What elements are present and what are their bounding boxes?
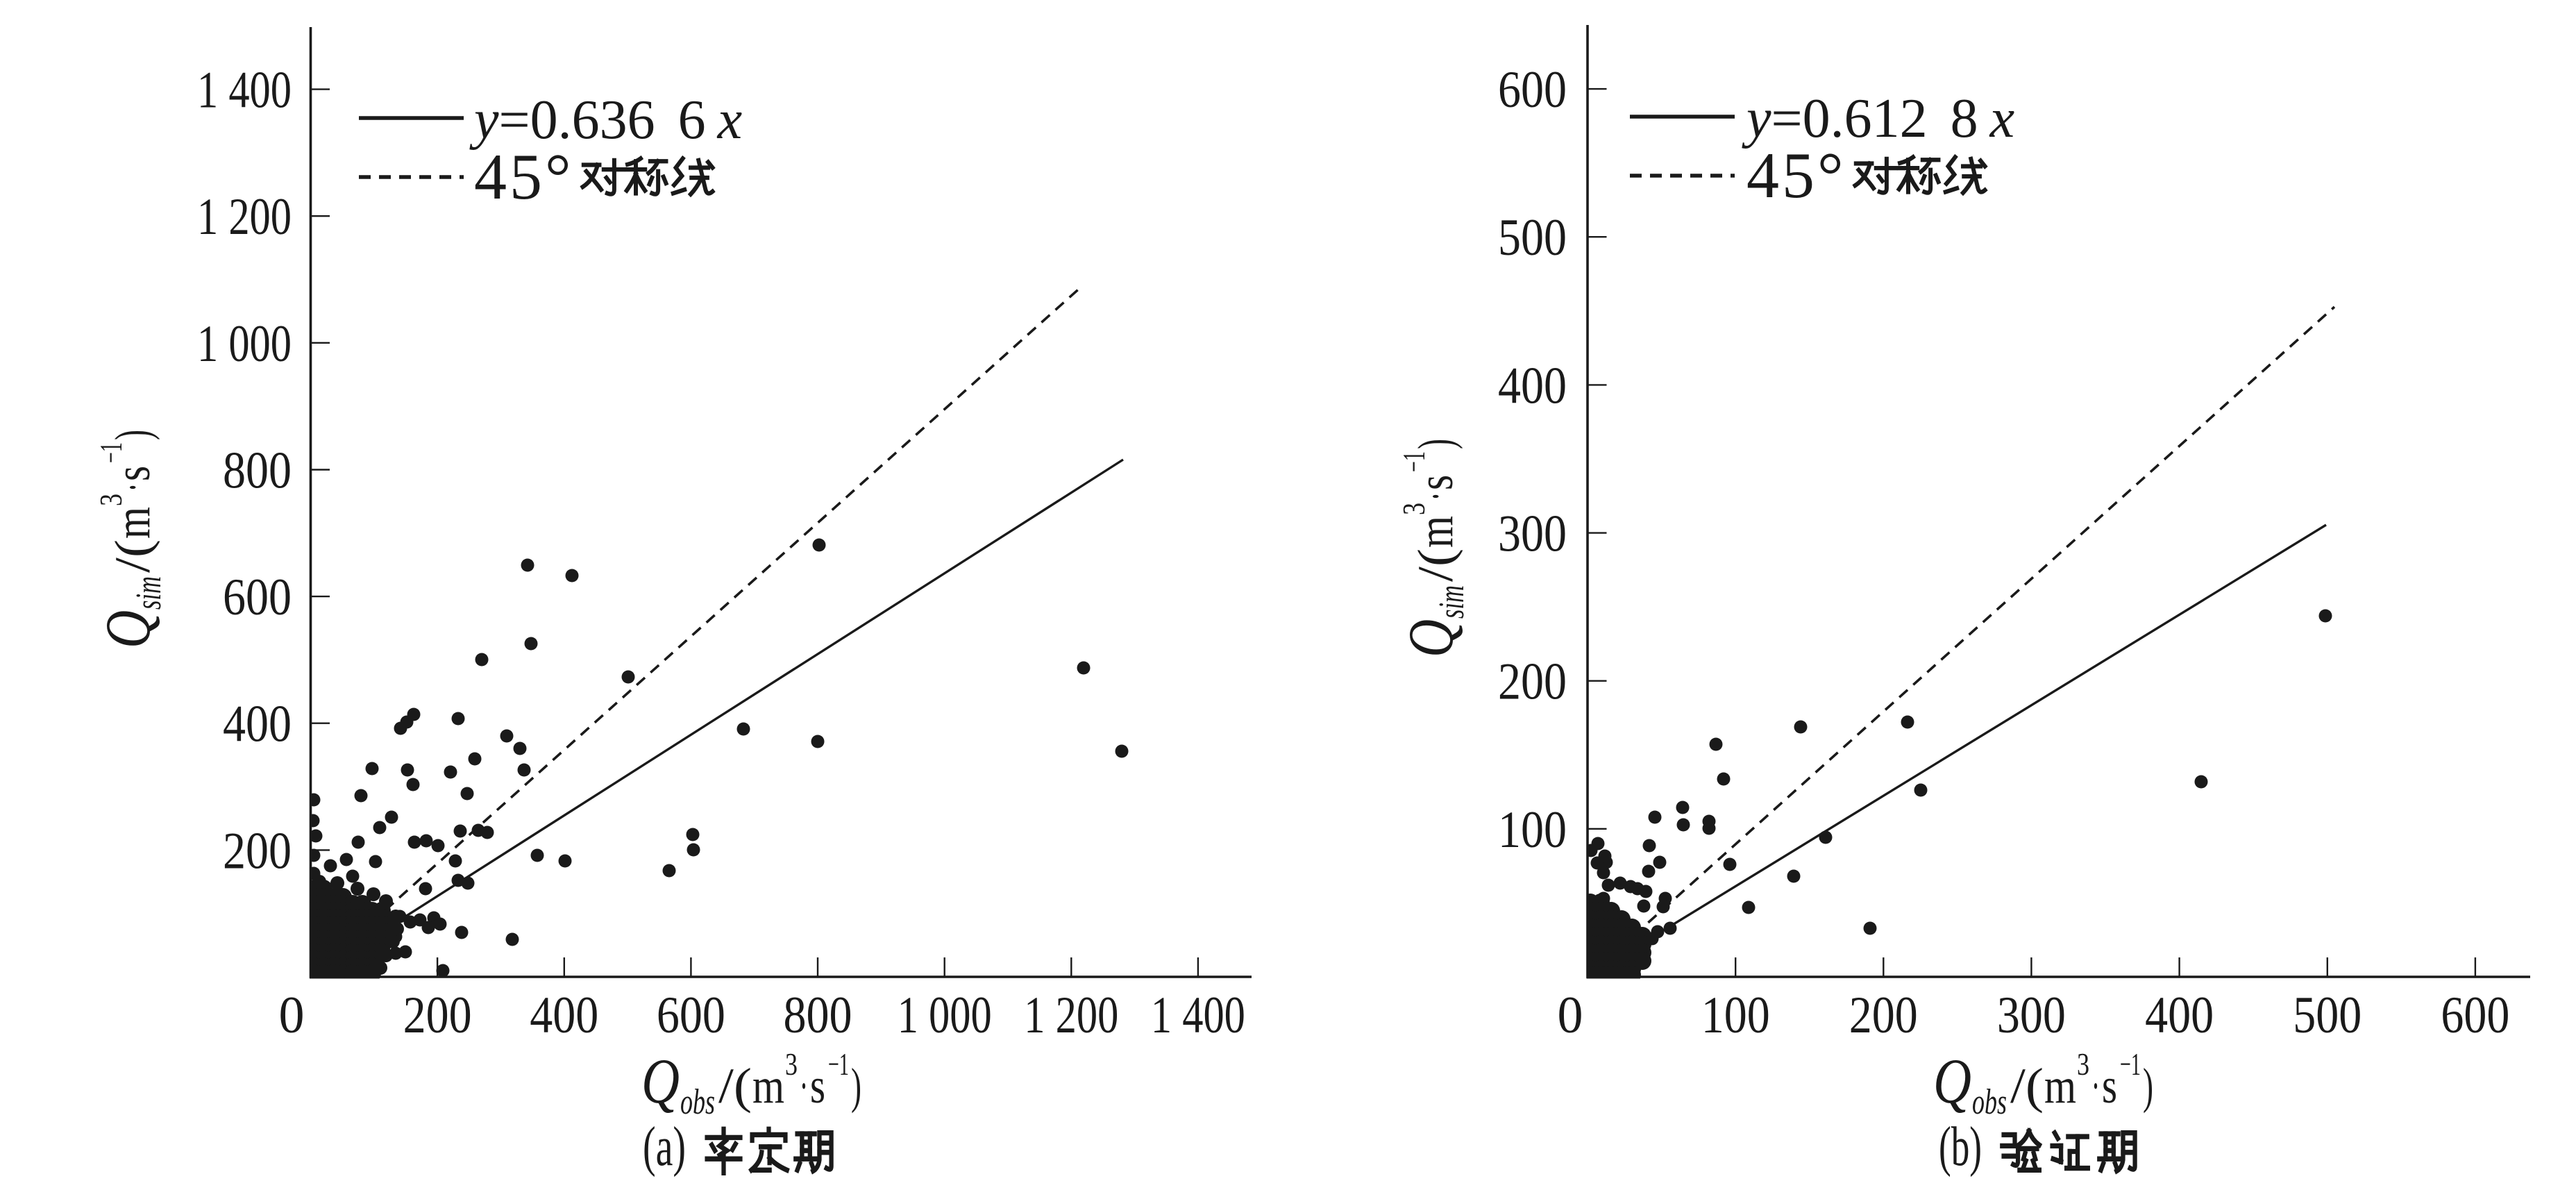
- svg-text:·: ·: [1408, 492, 1463, 501]
- svg-text:obs: obs: [1972, 1082, 2007, 1122]
- svg-text:·: ·: [105, 483, 160, 492]
- svg-text:400: 400: [530, 987, 598, 1044]
- svg-text:s: s: [810, 1058, 825, 1114]
- svg-text:1 400: 1 400: [1151, 987, 1245, 1044]
- svg-text:/(: /(: [105, 539, 160, 573]
- svg-text:45°: 45°: [474, 141, 574, 213]
- svg-text:(b): (b): [1939, 1116, 1982, 1178]
- svg-text:200: 200: [223, 822, 292, 880]
- svg-text:600: 600: [1498, 61, 1567, 119]
- svg-text:100: 100: [1498, 801, 1567, 859]
- svg-text:sim: sim: [1432, 585, 1472, 619]
- svg-text:/(: /(: [2010, 1058, 2044, 1114]
- svg-text:0: 0: [279, 987, 305, 1044]
- svg-text:obs: obs: [680, 1082, 715, 1122]
- svg-text:1 000: 1 000: [197, 315, 292, 373]
- svg-text:1 200: 1 200: [197, 188, 292, 246]
- svg-text:): ): [1408, 439, 1463, 449]
- svg-text:300: 300: [1498, 505, 1567, 563]
- svg-text:/(: /(: [718, 1058, 752, 1114]
- svg-text:200: 200: [1498, 653, 1567, 711]
- svg-text:1 000: 1 000: [898, 987, 992, 1044]
- svg-text:600: 600: [657, 987, 725, 1044]
- svg-text:): ): [2143, 1058, 2153, 1114]
- svg-text:200: 200: [403, 987, 472, 1044]
- svg-text:m: m: [2044, 1058, 2076, 1114]
- svg-text:): ): [851, 1058, 861, 1114]
- svg-text:): ): [105, 430, 160, 440]
- svg-text:s: s: [2102, 1058, 2117, 1114]
- svg-text:300: 300: [1997, 987, 2066, 1044]
- svg-text:−1: −1: [1396, 451, 1431, 472]
- svg-text:800: 800: [223, 442, 292, 500]
- svg-text:400: 400: [2145, 987, 2214, 1044]
- svg-text:s: s: [105, 466, 160, 481]
- svg-text:200: 200: [1849, 987, 1918, 1044]
- svg-text:400: 400: [223, 696, 292, 753]
- svg-text:m: m: [105, 507, 160, 539]
- svg-text:Q: Q: [92, 610, 163, 648]
- svg-text:3: 3: [785, 1046, 798, 1082]
- svg-text:m: m: [752, 1058, 784, 1114]
- svg-text:·: ·: [2091, 1058, 2100, 1114]
- svg-text:/(: /(: [1408, 548, 1463, 582]
- svg-text:−1: −1: [828, 1046, 849, 1082]
- svg-text:1 200: 1 200: [1024, 987, 1118, 1044]
- svg-text:−1: −1: [2120, 1046, 2141, 1082]
- svg-text:400: 400: [1498, 357, 1567, 414]
- svg-text:(a): (a): [643, 1116, 686, 1178]
- svg-text:Q: Q: [1933, 1046, 1971, 1116]
- svg-text:3: 3: [1396, 503, 1431, 515]
- svg-text:−1: −1: [93, 442, 128, 463]
- svg-text:Q: Q: [641, 1046, 680, 1116]
- svg-text:45°: 45°: [1746, 140, 1846, 212]
- svg-text:600: 600: [223, 569, 292, 626]
- svg-text:Q: Q: [1395, 619, 1466, 657]
- svg-text:500: 500: [2293, 987, 2362, 1044]
- svg-text:1 400: 1 400: [197, 62, 292, 119]
- svg-text:600: 600: [2441, 987, 2509, 1044]
- svg-text:800: 800: [784, 987, 852, 1044]
- svg-text:sim: sim: [129, 576, 169, 610]
- svg-text:100: 100: [1701, 987, 1770, 1044]
- svg-text:·: ·: [800, 1058, 808, 1114]
- svg-text:3: 3: [2077, 1046, 2089, 1082]
- svg-text:500: 500: [1498, 209, 1567, 267]
- svg-text:m: m: [1408, 516, 1463, 548]
- svg-text:s: s: [1408, 475, 1463, 490]
- svg-text:3: 3: [93, 494, 128, 506]
- svg-text:0: 0: [1558, 987, 1583, 1044]
